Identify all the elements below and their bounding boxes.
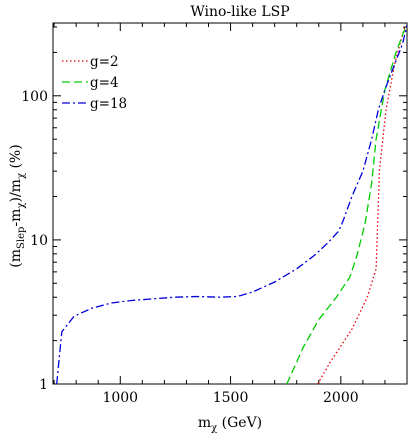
- series-layer: [56, 24, 407, 384]
- series-line-g-2: [317, 26, 406, 384]
- legend-label-g-2: g=2: [90, 54, 119, 70]
- plot-frame: [52, 22, 408, 385]
- legend-label-g-18: g=18: [90, 96, 127, 112]
- x-tick-label: 2000: [323, 390, 359, 406]
- y-tick-label: 1: [39, 377, 48, 393]
- y-tick-label: 10: [30, 233, 48, 249]
- series-line-g-18: [56, 24, 407, 384]
- tick-labels: 1000 1500 2000 1 10 100: [21, 89, 358, 406]
- y-tick-label: 100: [21, 89, 48, 105]
- chart-title: Wino-like LSP: [190, 4, 289, 20]
- legend-label-g-4: g=4: [90, 75, 119, 91]
- series-line-g-4: [286, 28, 406, 384]
- legend: g=2 g=4 g=18: [62, 54, 127, 112]
- axis-ticks: [53, 23, 408, 385]
- x-axis-label: mχ (GeV): [198, 415, 262, 434]
- x-tick-label: 1500: [213, 390, 249, 406]
- y-axis-label: (mSlep-mχ)/mχ (%): [8, 144, 27, 267]
- x-tick-label: 1000: [102, 390, 138, 406]
